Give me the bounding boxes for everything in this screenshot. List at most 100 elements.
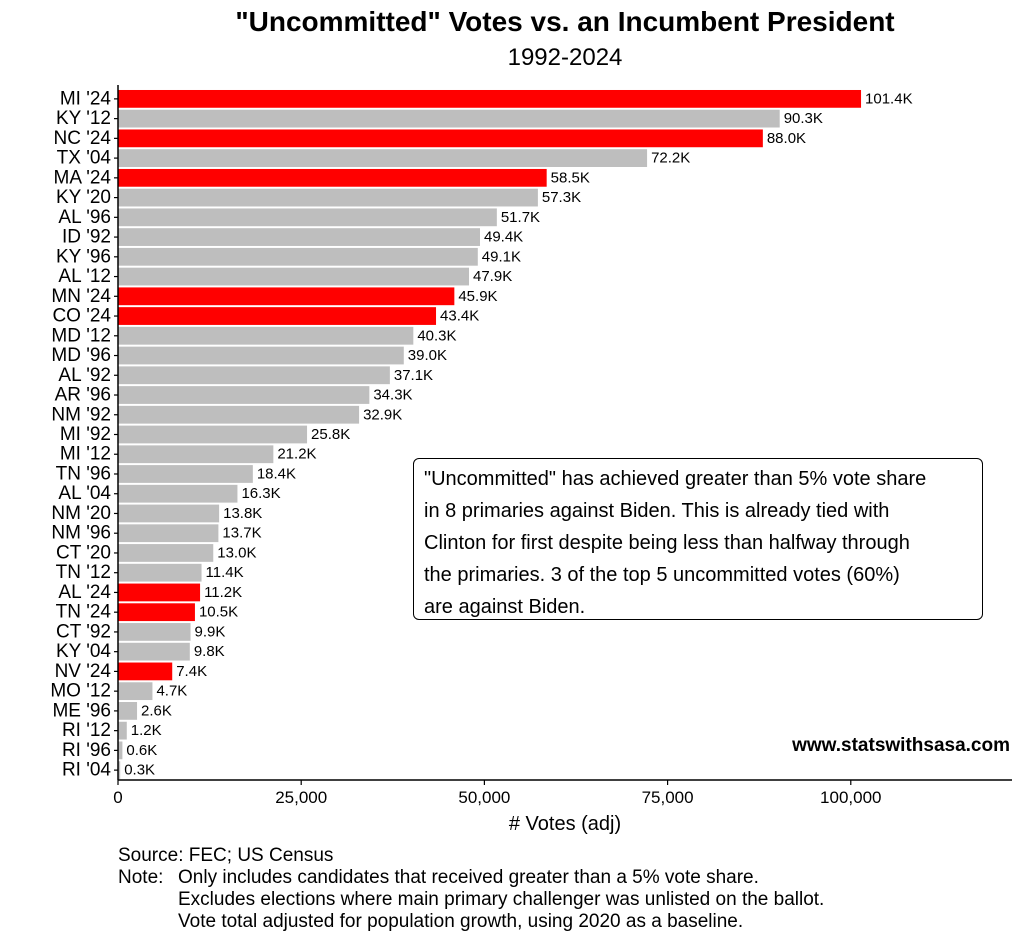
- bar: [118, 366, 390, 385]
- data-label: 58.5K: [551, 169, 590, 186]
- annotation-line: the primaries. 3 of the top 5 uncommitte…: [424, 564, 900, 586]
- data-label: 40.3K: [417, 327, 456, 344]
- bar: [118, 563, 202, 582]
- x-tick-label: 0: [113, 788, 122, 807]
- y-tick-label: CO '24: [52, 306, 111, 327]
- data-label: 9.9K: [195, 623, 226, 640]
- y-tick-label: NC '24: [54, 128, 112, 149]
- x-tick-label: 25,000: [275, 788, 327, 807]
- bar: [118, 386, 370, 404]
- bar: [118, 445, 274, 464]
- annotation-line: in 8 primaries against Biden. This is al…: [424, 500, 890, 522]
- bar: [118, 168, 547, 187]
- bar: [118, 504, 220, 523]
- bar: [118, 425, 308, 444]
- y-tick-label: MD '96: [51, 345, 111, 366]
- y-tick-label: NM '20: [51, 503, 111, 524]
- bar: [118, 89, 862, 108]
- data-label: 37.1K: [394, 367, 433, 384]
- data-label: 13.8K: [223, 505, 262, 522]
- y-tick-label: RI '04: [62, 760, 111, 781]
- bar: [118, 326, 414, 345]
- data-label: 49.1K: [482, 248, 521, 265]
- data-label: 90.3K: [784, 110, 823, 127]
- annotation-box: "Uncommitted" has achieved greater than …: [413, 458, 983, 620]
- bar: [118, 405, 360, 424]
- bar: [118, 721, 127, 740]
- note-line: Only includes candidates that received g…: [178, 867, 759, 888]
- notes: Note: Only includes candidates that recei…: [118, 867, 824, 933]
- y-tick-label: AL '92: [58, 365, 111, 386]
- data-label: 88.0K: [767, 130, 806, 147]
- y-tick-label: AL '12: [58, 266, 111, 287]
- data-label: 11.2K: [204, 584, 242, 601]
- data-label: 21.2K: [277, 446, 316, 463]
- y-tick-label: MI '24: [60, 88, 112, 109]
- data-label: 1.2K: [131, 722, 162, 739]
- bar: [118, 741, 123, 760]
- y-tick-label: RI '12: [62, 720, 111, 741]
- data-label: 2.6K: [141, 702, 172, 719]
- bar: [118, 761, 121, 780]
- data-label: 0.3K: [124, 762, 155, 779]
- y-tick-label: AL '24: [58, 582, 111, 603]
- data-label: 47.9K: [473, 268, 512, 285]
- bar: [118, 603, 195, 622]
- x-tick-label: 75,000: [642, 788, 694, 807]
- watermark: www.statswithsasa.com: [792, 735, 1010, 756]
- y-tick-label: KY '12: [56, 108, 111, 129]
- bar: [118, 267, 470, 286]
- bar: [118, 287, 455, 306]
- data-label: 51.7K: [501, 209, 540, 226]
- y-tick-label: ID '92: [62, 227, 111, 248]
- y-tick-label: KY '96: [56, 246, 111, 267]
- data-label: 13.7K: [222, 525, 261, 542]
- y-tick-label: TX '04: [57, 148, 112, 169]
- y-tick-label: MO '12: [50, 681, 111, 702]
- bar: [118, 642, 190, 661]
- y-tick-label: MA '24: [54, 167, 112, 188]
- bar: [118, 129, 763, 148]
- y-tick-label: TN '96: [56, 463, 111, 484]
- chart-title: "Uncommitted" Votes vs. an Incumbent Pre…: [235, 6, 895, 37]
- bar: [118, 544, 214, 562]
- data-label: 18.4K: [257, 465, 296, 482]
- y-tick-label: KY '04: [56, 641, 111, 662]
- y-tick-label: ME '96: [52, 700, 111, 721]
- y-tick-label: NM '92: [51, 404, 111, 425]
- note-label: Note:: [118, 867, 164, 888]
- bar: [118, 583, 201, 602]
- data-label: 7.4K: [176, 663, 207, 680]
- y-tick-label: CT '20: [56, 542, 111, 563]
- source-note: Source: FEC; US Census: [118, 845, 334, 866]
- bar: [118, 623, 191, 641]
- data-label: 32.9K: [363, 406, 402, 423]
- data-label: 57.3K: [542, 189, 581, 206]
- x-axis-label: # Votes (adj): [508, 813, 622, 835]
- annotation-line: are against Biden.: [424, 596, 586, 618]
- data-label: 34.3K: [373, 387, 412, 404]
- data-label: 11.4K: [206, 564, 244, 581]
- data-label: 4.7K: [156, 683, 187, 700]
- data-label: 39.0K: [408, 347, 447, 364]
- y-tick-label: TN '24: [56, 602, 112, 623]
- data-label: 45.9K: [458, 288, 497, 305]
- y-tick-label: MN '24: [51, 286, 111, 307]
- bar: [118, 228, 480, 246]
- y-tick-label: CT '92: [56, 621, 111, 642]
- y-tick-label: RI '96: [62, 740, 111, 761]
- bar: [118, 247, 478, 266]
- data-label: 101.4K: [865, 90, 913, 107]
- y-tick-label: AL '96: [58, 207, 111, 228]
- y-tick-label: MD '12: [51, 325, 111, 346]
- bar: [118, 465, 253, 483]
- bar: [118, 346, 404, 365]
- bar: [118, 662, 173, 681]
- bar: [118, 188, 538, 207]
- y-tick-label: TN '12: [56, 562, 111, 583]
- data-label: 16.3K: [241, 485, 280, 502]
- bar: [118, 208, 497, 227]
- annotation-line: "Uncommitted" has achieved greater than …: [424, 468, 927, 490]
- data-label: 10.5K: [199, 604, 238, 621]
- data-label: 25.8K: [311, 426, 350, 443]
